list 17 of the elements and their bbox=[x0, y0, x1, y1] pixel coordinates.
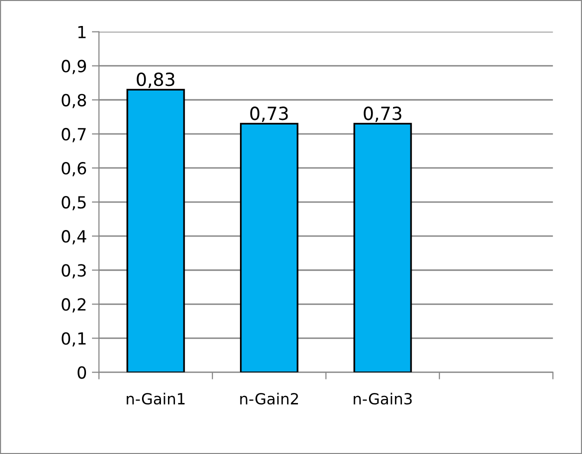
y-tick-label: 0,2 bbox=[62, 298, 86, 312]
data-label: 0,83 bbox=[136, 72, 174, 88]
y-tick-label: 0 bbox=[78, 366, 86, 379]
x-tick-label: n-Gain3 bbox=[354, 392, 412, 405]
y-tick-label: 0,3 bbox=[62, 264, 86, 278]
x-tick-label: n-Gain1 bbox=[126, 392, 185, 405]
y-tick-label: 0,8 bbox=[62, 94, 86, 108]
x-tick-label: n-Gain2 bbox=[240, 392, 298, 405]
y-tick-label: 0,9 bbox=[62, 60, 86, 74]
data-label: 0,73 bbox=[364, 106, 402, 122]
y-tick-label: 0,6 bbox=[62, 162, 86, 176]
y-tick-label: 1 bbox=[78, 26, 86, 38]
y-tick-label: 0,7 bbox=[62, 128, 86, 142]
data-label: 0,73 bbox=[250, 106, 288, 122]
y-tick-label: 0,5 bbox=[62, 196, 86, 210]
y-tick-label: 0,4 bbox=[62, 230, 86, 244]
y-tick-label: 0,1 bbox=[62, 332, 86, 346]
